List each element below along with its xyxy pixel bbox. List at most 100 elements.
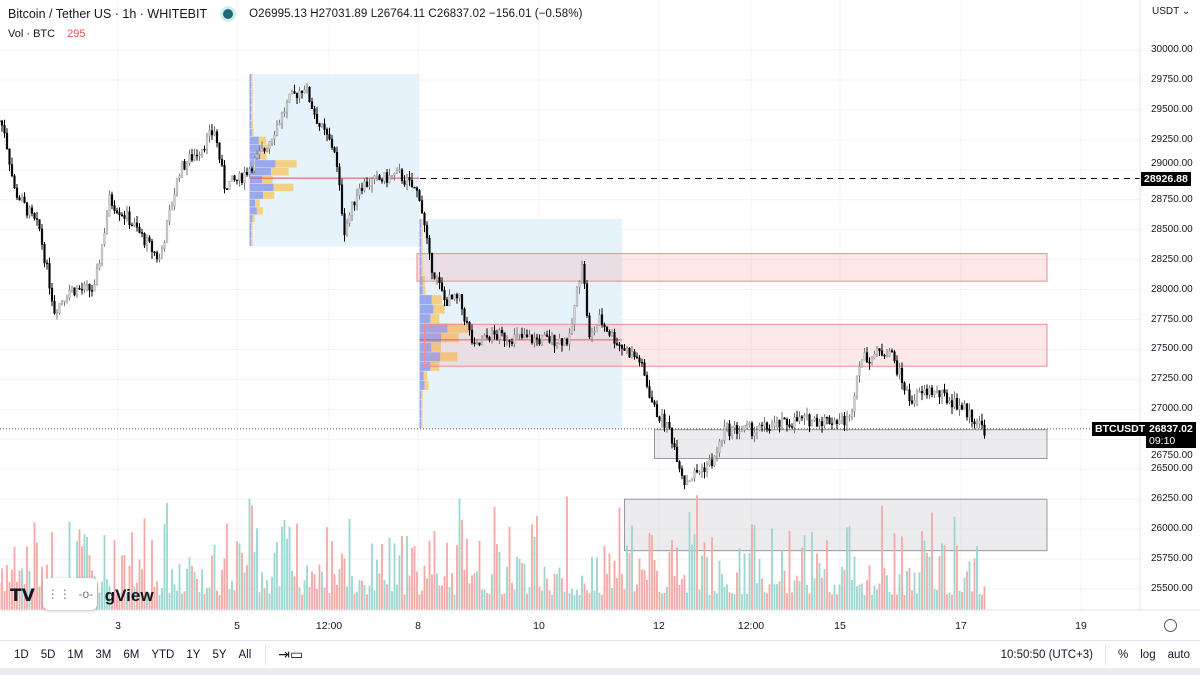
volume-bar (291, 570, 293, 610)
candle-body (873, 354, 876, 359)
range-1y[interactable]: 1Y (186, 648, 201, 661)
range-all[interactable]: All (238, 648, 252, 661)
candle-body (618, 344, 621, 347)
candle-body (698, 471, 701, 473)
volume-bar (808, 593, 811, 610)
price-tick-label: 27500.00 (1151, 343, 1193, 355)
candle-body (560, 338, 564, 346)
candle-body (855, 375, 859, 397)
volume-bar (428, 540, 431, 610)
volume-bar (261, 572, 263, 610)
volume-bar (946, 594, 948, 610)
candle-body (183, 161, 186, 170)
volume-bar (513, 589, 516, 610)
volume-bar (926, 552, 928, 610)
volume-bar (901, 536, 903, 610)
volume-bar (433, 531, 436, 610)
volume-bar (158, 594, 161, 610)
volume-bar (928, 556, 931, 610)
volume-bar (568, 592, 571, 610)
candle-body (723, 426, 726, 441)
candle-body (95, 267, 99, 285)
candle-body (215, 131, 219, 144)
candle-body (798, 416, 801, 422)
range-6m[interactable]: 6M (123, 648, 140, 661)
candle-body (920, 391, 924, 394)
symbol-title[interactable]: Bitcoin / Tether US · 1h · WHITEBIT (8, 7, 208, 21)
volume-bar (546, 578, 548, 610)
volume-bar (311, 571, 313, 610)
volume-bar (68, 521, 71, 610)
price-chart[interactable] (0, 0, 1200, 640)
candle-body (130, 224, 134, 227)
candle-body (290, 91, 294, 95)
volume-bar (918, 572, 921, 610)
range-ytd[interactable]: YTD (151, 648, 175, 661)
candle-body (83, 284, 86, 290)
chart-settings-icon[interactable] (1164, 619, 1177, 632)
volume-profile-sell-bar (421, 218, 423, 228)
range-3m[interactable]: 3M (95, 648, 112, 661)
divider (265, 644, 267, 665)
volume-bar (861, 583, 863, 610)
volume-bar (723, 586, 726, 610)
volume-profile-buy-bar (419, 342, 432, 352)
candle-body (90, 290, 94, 292)
price-tick-label: 30000.00 (1151, 44, 1193, 55)
range-1d[interactable]: 1D (14, 648, 29, 661)
candle-body (43, 244, 46, 264)
candle-body (558, 338, 561, 344)
volume-bar (441, 585, 443, 610)
volume-bar (603, 545, 606, 610)
range-5y[interactable]: 5Y (212, 648, 227, 661)
candle-body (170, 205, 174, 211)
candle-body (355, 195, 359, 206)
volume-bar (823, 569, 826, 610)
range-5d[interactable]: 5D (40, 648, 56, 661)
candle-body (943, 389, 946, 394)
volume-bar (956, 545, 958, 610)
auto-toggle[interactable]: auto (1167, 648, 1190, 661)
candle-body (400, 169, 404, 181)
candle-body (140, 232, 144, 234)
log-toggle[interactable]: log (1140, 648, 1156, 661)
volume-bar (463, 569, 466, 610)
candle-body (495, 334, 499, 340)
time-tick-label: 10 (533, 620, 545, 632)
volume-bar (536, 515, 538, 610)
candle-body (413, 186, 416, 189)
volume-profile-buy-bar (419, 409, 422, 419)
candle-body (553, 334, 556, 347)
candle-body (748, 422, 751, 425)
candle-body (138, 227, 141, 233)
candle-body (715, 452, 719, 457)
candle-body (910, 400, 914, 404)
volume-bar (933, 588, 936, 610)
percent-toggle[interactable]: % (1118, 648, 1129, 661)
candle-body (243, 172, 246, 183)
volume-bar (628, 553, 631, 610)
volume-profile-buy-bar (249, 144, 261, 152)
volume-bar (526, 593, 528, 610)
candle-body (625, 348, 629, 351)
candle-body (323, 123, 326, 130)
candle-body (315, 113, 319, 124)
line-tool-icon[interactable]: -o- (78, 587, 94, 601)
clock[interactable]: 10:50:50 (UTC+3) (1000, 648, 1094, 661)
volume-bar (128, 565, 131, 610)
volume-bar (243, 572, 246, 610)
volume-bar (816, 553, 818, 610)
volume-bar (151, 539, 153, 610)
currency-selector[interactable]: USDT ⌄ (1152, 6, 1191, 17)
range-1m[interactable]: 1M (67, 648, 84, 661)
volume-profile-buy-bar (249, 175, 263, 184)
volume-bar (323, 587, 326, 610)
candle-body (295, 93, 299, 99)
goto-date-icon[interactable]: ⇥▭ (278, 646, 304, 662)
floating-toolbar[interactable]: ⋮⋮ -o- (43, 578, 97, 610)
volume-bar (748, 553, 751, 610)
volume-profile-buy-bar (249, 105, 252, 113)
drag-handle-icon[interactable]: ⋮⋮ (46, 587, 71, 601)
volume-bar (501, 594, 503, 610)
volume-bar (268, 593, 271, 610)
